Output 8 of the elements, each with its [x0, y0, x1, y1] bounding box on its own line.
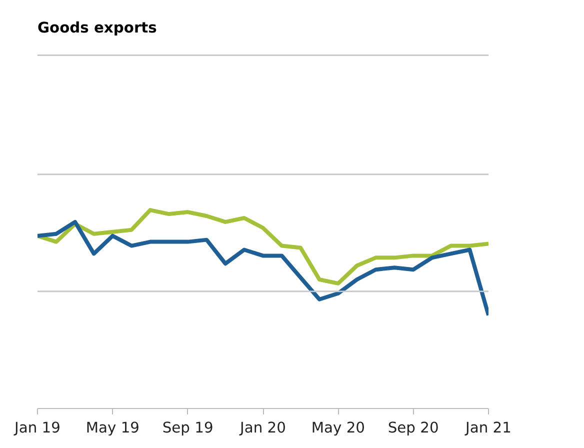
- x-tick-label: Sep 20: [388, 420, 439, 436]
- chart-title: Goods exports: [38, 20, 158, 36]
- x-tick-label: May 19: [86, 420, 140, 436]
- x-tick-label: Jan 19: [14, 420, 60, 436]
- x-tick-label: Jan 20: [239, 420, 286, 436]
- x-tick-label: Jan 21: [464, 420, 512, 436]
- x-tick-label: May 20: [311, 420, 365, 436]
- x-tick-label: Sep 19: [162, 420, 214, 436]
